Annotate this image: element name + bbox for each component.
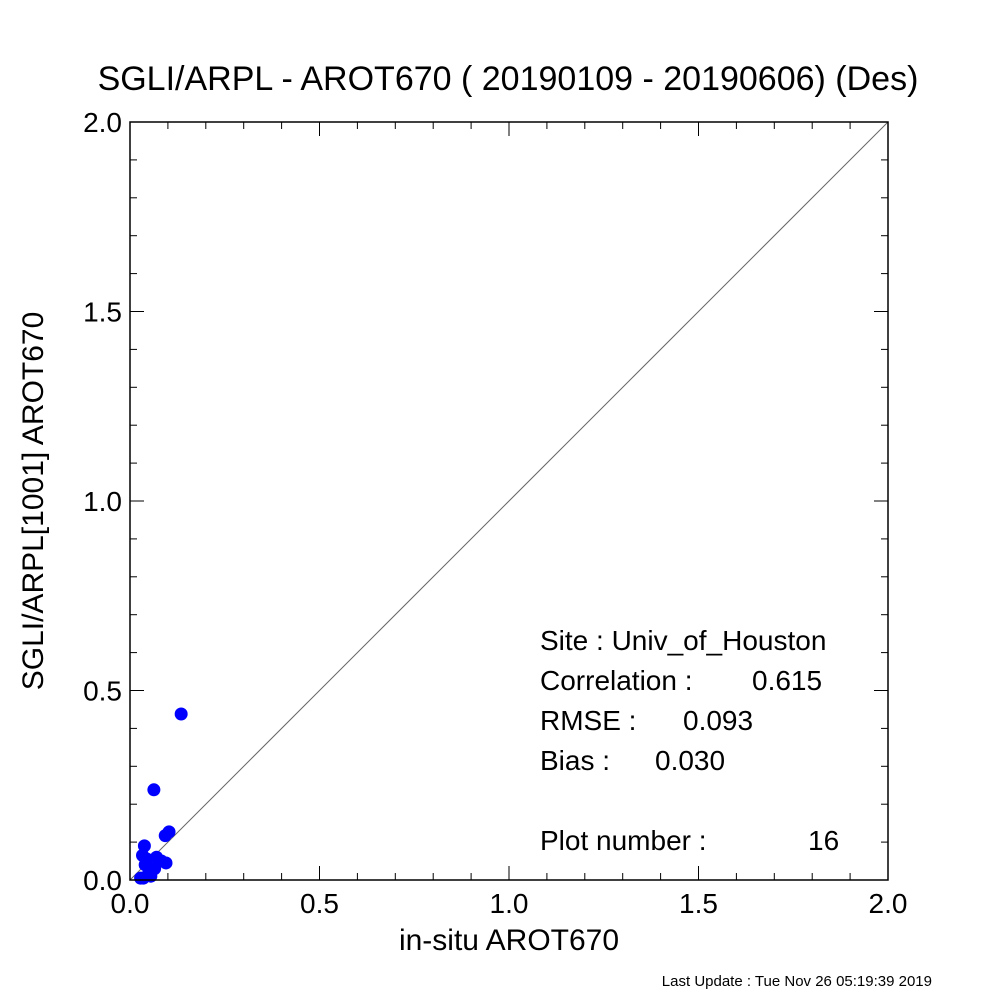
y-tick-label: 1.0 — [83, 486, 122, 517]
data-point — [147, 783, 161, 797]
y-tick-label: 1.5 — [83, 297, 122, 328]
stats-bias-value: 0.030 — [655, 745, 725, 776]
one-to-one-line — [129, 121, 889, 881]
stats-site: Site : Univ_of_Houston — [540, 625, 826, 656]
y-tick-label: 0.0 — [83, 865, 122, 896]
plot-frame — [129, 121, 889, 881]
axis-tick-labels: 0.0 0.5 1.0 1.5 2.0 0.0 0.5 1.0 1.5 2.0 — [83, 107, 907, 919]
stats-bias-label: Bias : — [540, 745, 610, 776]
x-axis-label: in-situ AROT670 — [399, 924, 619, 957]
data-point — [144, 869, 158, 883]
stats-rmse-label: RMSE : — [540, 705, 636, 736]
data-points — [134, 707, 188, 885]
stats-correlation-label: Correlation : — [540, 665, 693, 696]
stats-rmse-value: 0.093 — [683, 705, 753, 736]
x-tick-label: 0.5 — [300, 888, 339, 919]
x-tick-label: 0.0 — [111, 888, 150, 919]
stats-panel: Site : Univ_of_Houston Correlation : 0.6… — [540, 625, 839, 856]
chart-title: SGLI/ARPL - AROT670 ( 20190109 - 2019060… — [98, 60, 919, 98]
data-point — [159, 856, 173, 870]
x-tick-label: 1.5 — [679, 888, 718, 919]
stats-correlation-value: 0.615 — [752, 665, 822, 696]
last-update-footer: Last Update : Tue Nov 26 05:19:39 2019 — [662, 973, 932, 990]
y-axis-label: SGLI/ARPL[1001] AROT670 — [17, 312, 50, 691]
x-tick-label: 2.0 — [869, 888, 908, 919]
y-tick-label: 2.0 — [83, 107, 122, 138]
data-point — [174, 707, 188, 721]
stats-plot-number-value: 16 — [808, 825, 839, 856]
x-tick-label: 1.0 — [490, 888, 529, 919]
y-tick-label: 0.5 — [83, 676, 122, 707]
stats-plot-number-label: Plot number : — [540, 825, 707, 856]
data-point — [158, 829, 172, 843]
